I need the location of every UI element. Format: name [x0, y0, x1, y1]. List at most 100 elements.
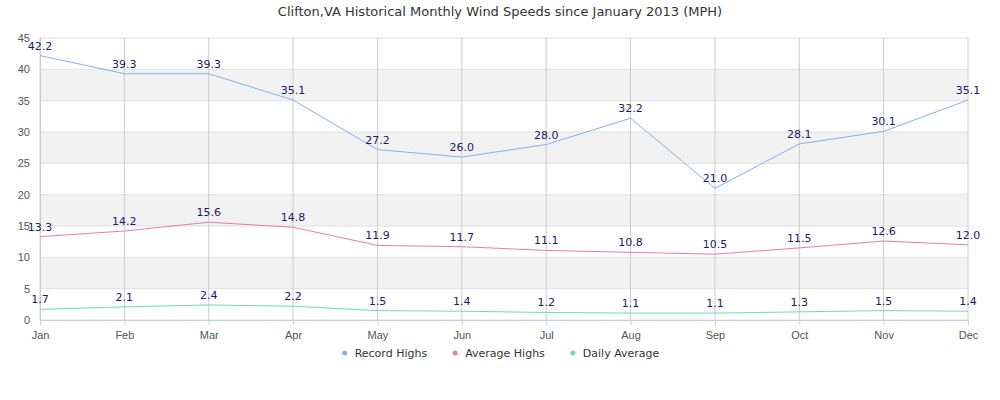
grid-line-vertical	[208, 38, 209, 320]
x-tick-label: Jun	[453, 329, 471, 341]
x-tick-label: Jul	[540, 329, 554, 341]
data-label: 27.2	[365, 134, 390, 147]
data-label: 35.1	[281, 84, 306, 97]
x-tick-label: Feb	[115, 329, 134, 341]
y-tick: 40	[18, 63, 40, 75]
y-tick: 0	[24, 314, 40, 326]
x-tick: Apr	[285, 320, 302, 341]
data-label: 1.5	[369, 295, 387, 308]
data-label: 13.3	[28, 221, 53, 234]
legend-swatch	[342, 351, 347, 356]
y-tick-label: 30	[18, 126, 30, 138]
data-label: 21.0	[703, 172, 728, 185]
data-label: 1.3	[791, 296, 809, 309]
data-label: 11.5	[787, 232, 812, 245]
x-tick: Feb	[115, 320, 134, 341]
data-labels: 42.2 39.3 39.3 35.1 27.2 26.0 28.0 32.2 21.0 28.1…	[28, 40, 981, 311]
x-tick-mark	[968, 320, 969, 325]
data-label: 30.1	[871, 115, 896, 128]
x-tick-mark	[293, 320, 294, 325]
legend-label: Record Highs	[355, 347, 428, 360]
x-tick: Jul	[540, 320, 554, 341]
data-label: 12.0	[956, 229, 981, 242]
y-axis-line	[40, 39, 41, 321]
x-tick-label: Jan	[32, 329, 50, 341]
x-tick-mark	[209, 320, 210, 325]
x-tick-mark	[799, 320, 800, 325]
data-label: 28.1	[787, 128, 812, 141]
x-axis: Jan Feb Mar Apr May Jun Jul Aug Sep Oct Nov Dec	[32, 320, 979, 341]
grid-line-vertical	[124, 38, 125, 320]
x-tick: Aug	[621, 320, 641, 341]
y-tick: 25	[18, 157, 40, 169]
x-tick: Nov	[874, 320, 894, 341]
legend-item[interactable]: Average Highs	[453, 347, 545, 360]
x-tick: Oct	[791, 320, 808, 341]
data-label: 1.1	[706, 297, 724, 310]
grid-line	[40, 69, 968, 70]
x-tick-label: Oct	[791, 329, 808, 341]
x-tick-mark	[40, 320, 41, 325]
data-label: 11.1	[534, 234, 559, 247]
y-tick: 30	[18, 126, 40, 138]
legend: Record Highs Average Highs Daily Average	[342, 347, 659, 360]
x-tick-mark	[546, 320, 547, 325]
legend-swatch	[453, 351, 458, 356]
data-label: 28.0	[534, 129, 559, 142]
x-tick: Dec	[959, 320, 979, 341]
legend-label: Average Highs	[465, 347, 545, 360]
x-tick: Sep	[706, 320, 726, 341]
x-tick: Jan	[32, 320, 50, 341]
chart: Clifton,VA Historical Monthly Wind Speed…	[0, 0, 1000, 400]
data-label: 1.5	[875, 295, 893, 308]
grid-line	[40, 163, 968, 164]
y-tick-label: 10	[18, 251, 30, 263]
grid-line-vertical	[546, 38, 547, 320]
data-label: 1.2	[537, 296, 555, 309]
y-tick-label: 35	[18, 95, 30, 107]
grid-line	[40, 100, 968, 101]
legend-swatch	[570, 351, 575, 356]
grid-line-vertical	[40, 38, 41, 320]
data-label: 39.3	[112, 58, 137, 71]
x-tick-mark	[377, 320, 378, 325]
legend-item[interactable]: Daily Average	[570, 347, 659, 360]
data-label: 2.4	[200, 289, 218, 302]
data-label: 11.9	[365, 229, 390, 242]
legend-label: Daily Average	[583, 347, 660, 360]
series-line	[40, 305, 968, 313]
grid-line	[40, 132, 968, 133]
data-label: 39.3	[196, 58, 221, 71]
grid-band	[40, 257, 968, 288]
y-axis: 051015202530354045	[18, 32, 41, 326]
x-tick-label: Aug	[621, 329, 641, 341]
y-tick-label: 40	[18, 63, 30, 75]
data-label: 12.6	[871, 225, 896, 238]
plot: 051015202530354045JanFebMarAprMayJunJulA…	[18, 32, 981, 341]
grid-line-vertical	[799, 38, 800, 320]
title: Clifton,VA Historical Monthly Wind Speed…	[278, 4, 722, 19]
data-label: 1.4	[453, 295, 471, 308]
x-tick-mark	[462, 320, 463, 325]
x-tick-label: May	[368, 329, 389, 341]
y-tick: 10	[18, 251, 40, 263]
data-label: 2.1	[116, 291, 134, 304]
x-tick-label: Sep	[706, 329, 726, 341]
data-label: 1.1	[622, 297, 640, 310]
x-tick-label: Apr	[285, 329, 302, 341]
series-line	[40, 56, 968, 189]
grid-line-vertical	[461, 38, 462, 320]
data-label: 42.2	[28, 40, 53, 53]
grid-line	[40, 257, 968, 258]
data-label: 26.0	[450, 141, 475, 154]
data-label: 32.2	[618, 102, 643, 115]
grid-line-vertical	[968, 38, 969, 320]
data-label: 15.6	[196, 206, 221, 219]
grid-line	[40, 38, 968, 39]
x-tick-mark	[124, 320, 125, 325]
data-label: 14.8	[281, 211, 306, 224]
x-tick-label: Mar	[200, 329, 219, 341]
x-tick-mark	[884, 320, 885, 325]
legend-item[interactable]: Record Highs	[342, 347, 427, 360]
grid-line-vertical	[377, 38, 378, 320]
